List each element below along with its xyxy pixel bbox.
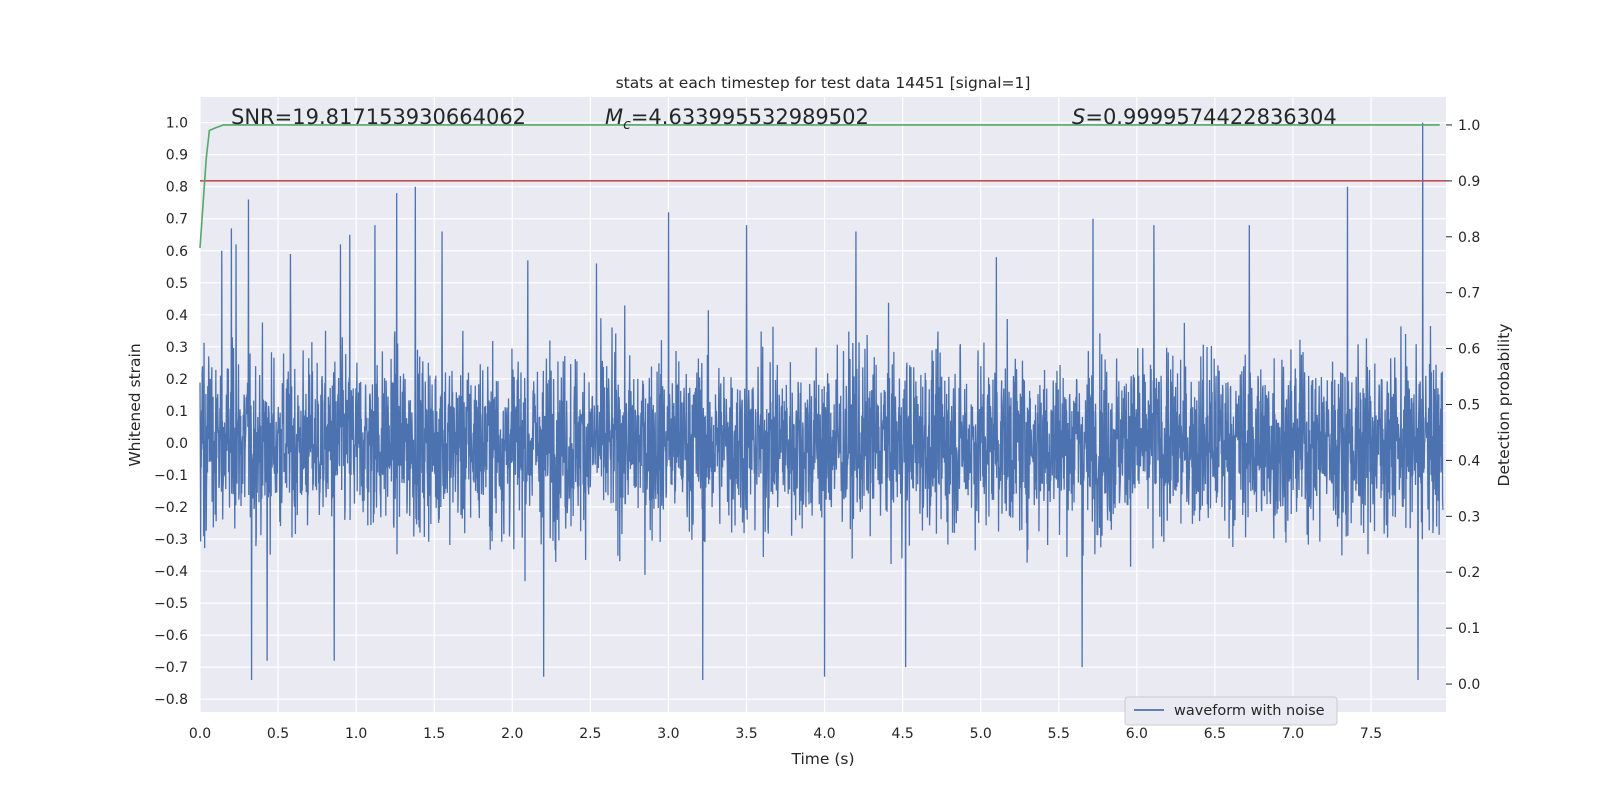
y-tick-label: −0.1 [154,468,188,484]
x-axis-label: Time (s) [790,750,854,768]
x-tick-label: 3.0 [657,726,679,742]
x-tick-label: 6.5 [1204,726,1226,742]
snr-label: SNR [231,105,275,129]
chirp-mass-annotation: Mc=4.633995532989502 [605,105,869,133]
x-tick-label: 2.0 [501,726,523,742]
x-tick-label: 4.5 [891,726,913,742]
x-tick-label: 7.5 [1360,726,1382,742]
y-tick-label: 0.0 [166,436,188,452]
y-tick-label: 0.2 [166,372,188,388]
y2-tick-label: 0.3 [1458,509,1480,525]
y2-tick-label: 0.9 [1458,174,1480,190]
waveform-line [199,122,1444,680]
waveform-series [199,122,1444,680]
legend-label-waveform: waveform with noise [1174,703,1325,719]
y-tick-label: −0.5 [154,596,188,612]
x-tick-label: 0.0 [189,726,211,742]
y-tick-label: 0.6 [166,244,188,260]
chart-title: stats at each timestep for test data 144… [616,74,1031,92]
y2-tick-label: 0.1 [1458,621,1480,637]
legend-box [1124,696,1338,726]
snr-value: =19.817153930664062 [275,105,526,129]
y2-tick-label: 0.6 [1458,342,1480,358]
x-tick-label: 4.0 [813,726,835,742]
x-tick-label: 2.5 [579,726,601,742]
x-tick-label: 7.0 [1282,726,1304,742]
y2-axis-label: Detection probability [1495,324,1513,487]
x-tick-label: 1.0 [345,726,367,742]
snr-annotation: SNR=19.817153930664062 [231,105,526,129]
y2-tick-label: 0.8 [1458,230,1480,246]
y2-tick-label: 0.5 [1458,398,1480,414]
probability-series [199,124,1446,249]
legend: waveform with noise [1124,696,1338,726]
x-tick-label: 6.0 [1126,726,1148,742]
x-tick-label: 0.5 [267,726,289,742]
mc-value: =4.633995532989502 [631,105,869,129]
y-tick-label: 0.1 [166,404,188,420]
y-tick-label: 0.8 [166,180,188,196]
detection-probability-line [199,124,1440,249]
y2-tick-label: 1.0 [1458,118,1480,134]
y-tick-label: −0.7 [154,660,188,676]
y-tick-label: 0.3 [166,340,188,356]
y-tick-label: 1.0 [166,116,188,132]
y-tick-label: 0.4 [166,308,188,324]
y-tick-label: −0.6 [154,628,188,644]
mc-subscript: c [623,117,631,133]
s-annotation: S=0.9999574422836304 [1072,105,1337,129]
mc-symbol: M [605,105,623,129]
y2-tick-label: 0.4 [1458,453,1480,469]
y-tick-label: 0.7 [166,212,188,228]
tick-labels: 0.0 0.5 1.0 1.5 2.0 2.5 3.0 3.5 4.0 4.5 5.0 5.5 6.0 6… [154,116,1480,742]
y-tick-label: −0.8 [154,692,188,708]
s-value: =0.9999574422836304 [1085,105,1336,129]
x-tick-label: 5.5 [1048,726,1070,742]
y-tick-label: −0.4 [154,564,188,580]
x-tick-label: 5.0 [970,726,992,742]
x-tick-label: 1.5 [423,726,445,742]
x-tick-label: 3.5 [735,726,757,742]
y-tick-label: 0.9 [166,148,188,164]
s-symbol: S [1072,105,1085,129]
y-tick-label: 0.5 [166,276,188,292]
y2-tick-label: 0.0 [1458,677,1480,693]
y-tick-label: −0.2 [154,500,188,516]
y2-tick-label: 0.7 [1458,286,1480,302]
y2-tick-label: 0.2 [1458,565,1480,581]
y-tick-label: −0.3 [154,532,188,548]
y-axis-label: Whitened strain [126,343,144,466]
